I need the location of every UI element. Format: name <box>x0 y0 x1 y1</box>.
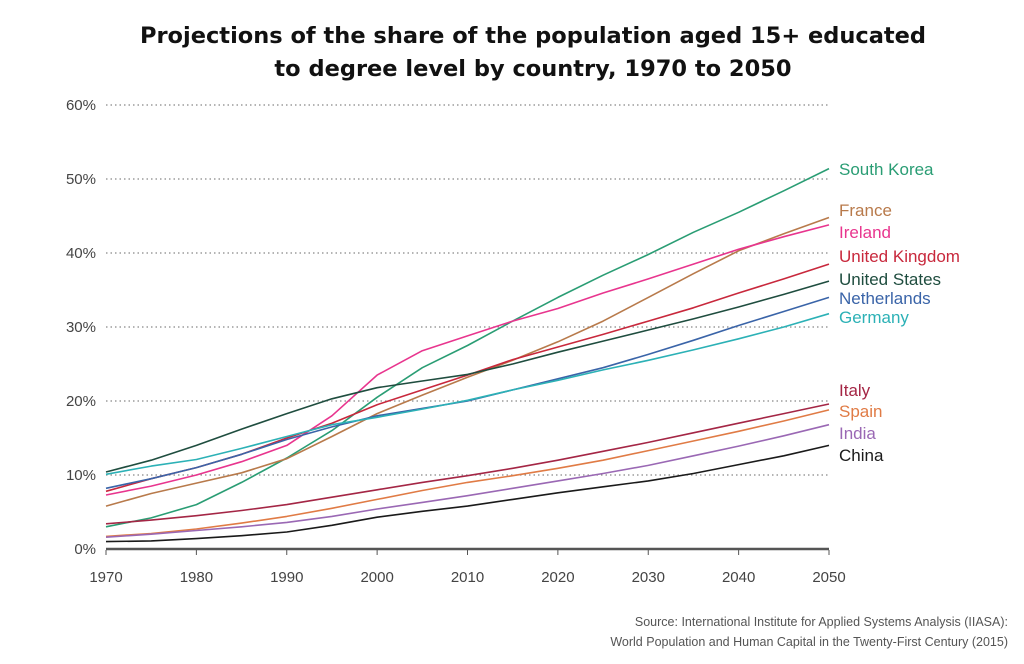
series-label-china: China <box>839 446 884 465</box>
series-line-netherlands <box>105 296 830 490</box>
x-tick-label: 1980 <box>180 569 213 586</box>
series-label-united-states: United States <box>839 270 941 289</box>
series-label-south-korea: South Korea <box>839 160 934 179</box>
source-line-2: World Population and Human Capital in th… <box>610 635 1008 649</box>
source-note: Source: International Institute for Appl… <box>610 612 1008 652</box>
x-tick-label: 2050 <box>812 569 845 586</box>
series-label-spain: Spain <box>839 402 882 421</box>
series-lines <box>105 167 830 543</box>
x-tick-label: 2020 <box>541 569 574 586</box>
source-line-1: Source: International Institute for Appl… <box>634 615 1008 629</box>
series-labels: South Korea France Ireland United Kingdom Un… <box>839 160 960 465</box>
series-label-ireland: Ireland <box>839 223 891 242</box>
series-label-france: France <box>839 201 892 220</box>
y-tick-label: 10% <box>66 467 96 484</box>
series-line-italy <box>105 403 830 525</box>
series-label-germany: Germany <box>839 308 909 327</box>
chart-title: Projections of the share of the populati… <box>139 23 927 82</box>
series-line-india <box>105 423 830 538</box>
series-line-united-states <box>105 280 830 473</box>
y-axis-ticks: 0% 10% 20% 30% 40% 50% 60% <box>66 97 96 558</box>
series-line-ireland <box>105 224 830 496</box>
x-tick-label: 2040 <box>722 569 755 586</box>
x-axis-ticks: 1970 1980 1990 2000 2010 2020 2030 2040 2050 <box>89 550 846 586</box>
y-tick-label: 20% <box>66 393 96 410</box>
series-label-united-kingdom: United Kingdom <box>839 247 960 266</box>
y-tick-label: 30% <box>66 319 96 336</box>
x-tick-label: 1990 <box>270 569 303 586</box>
series-label-netherlands: Netherlands <box>839 289 931 308</box>
x-tick-label: 2000 <box>360 569 393 586</box>
series-line-france <box>105 216 830 507</box>
x-tick-label: 2010 <box>451 569 484 586</box>
series-line-china <box>105 444 830 543</box>
series-line-spain <box>105 409 830 538</box>
x-tick-label: 1970 <box>89 569 122 586</box>
y-tick-label: 0% <box>74 541 96 558</box>
x-tick-label: 2030 <box>632 569 665 586</box>
series-label-italy: Italy <box>839 381 871 400</box>
y-tick-label: 60% <box>66 97 96 114</box>
series-label-india: India <box>839 424 876 443</box>
y-tick-label: 50% <box>66 171 96 188</box>
y-tick-label: 40% <box>66 245 96 262</box>
series-line-germany <box>105 312 830 476</box>
series-line-south-korea <box>105 167 830 528</box>
